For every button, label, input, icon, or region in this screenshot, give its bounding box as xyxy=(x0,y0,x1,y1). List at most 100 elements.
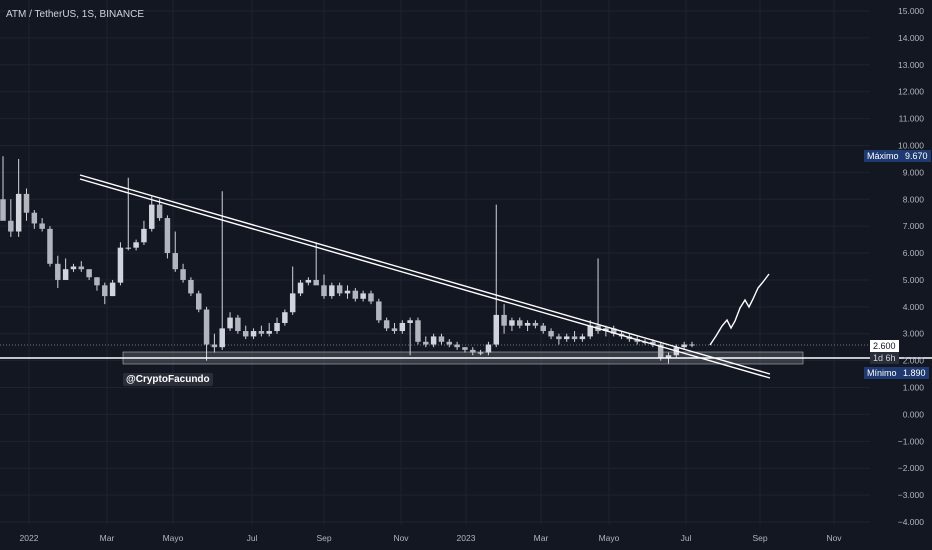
projection-path[interactable] xyxy=(709,273,770,346)
candle-body xyxy=(423,341,429,345)
candle-body xyxy=(70,266,77,270)
candle xyxy=(493,204,500,348)
candle xyxy=(423,336,429,348)
candle xyxy=(329,282,335,299)
candle-body xyxy=(15,193,22,232)
candle xyxy=(368,290,374,305)
candle xyxy=(86,269,92,280)
candle xyxy=(689,341,695,348)
candle xyxy=(211,333,218,353)
candle-body xyxy=(603,328,609,332)
price-tick-label: 5.000 xyxy=(903,275,925,285)
candle xyxy=(188,277,194,297)
candle xyxy=(391,322,398,334)
candle xyxy=(195,290,202,313)
time-tick-label: 2022 xyxy=(20,533,39,543)
candle xyxy=(117,242,124,286)
candle-body xyxy=(470,349,476,353)
candle-body xyxy=(689,344,695,346)
candle xyxy=(258,325,265,337)
time-scale[interactable]: 2022 Mar Mayo Jul Sep Nov 2023 Mar Mayo Jul Sep Nov xyxy=(20,533,843,543)
candle xyxy=(383,317,390,332)
last-price-badge: 2.600 xyxy=(870,340,899,352)
price-tick-label: 4.000 xyxy=(903,302,925,312)
candle-body xyxy=(39,223,45,229)
price-tick-label: 7.000 xyxy=(903,221,925,231)
candle-body xyxy=(657,344,664,358)
min-value: 1.890 xyxy=(903,368,926,378)
price-scale[interactable]: 15.000 14.000 13.000 12.000 11.000 10.000 9.00… xyxy=(898,6,925,527)
price-tick-label: 10.000 xyxy=(898,140,924,150)
candle-body xyxy=(556,336,562,340)
time-tick-label: Mayo xyxy=(163,533,184,543)
candle-body xyxy=(352,290,359,299)
candle-body xyxy=(109,282,116,297)
time-tick-label: Nov xyxy=(826,533,842,543)
candle-body xyxy=(258,331,265,334)
candle xyxy=(282,309,288,326)
candle xyxy=(313,242,319,286)
candle xyxy=(78,261,85,272)
author-watermark: @CryptoFacundo xyxy=(123,373,213,386)
candle-body xyxy=(195,293,202,310)
candle xyxy=(399,320,406,334)
candle-body xyxy=(156,204,163,219)
downtrend-line-upper[interactable] xyxy=(79,174,771,375)
candle-body xyxy=(133,242,139,248)
time-tick-label: Mar xyxy=(534,533,549,543)
candle xyxy=(548,328,554,340)
candle-body xyxy=(517,320,523,326)
candle xyxy=(376,298,382,323)
candle-body xyxy=(563,336,570,340)
candle-body xyxy=(446,341,453,345)
candle-body xyxy=(321,285,327,297)
candle xyxy=(149,196,155,232)
candle xyxy=(180,263,186,283)
candle-body xyxy=(336,285,343,294)
candle-body xyxy=(23,193,30,213)
candle xyxy=(556,333,562,345)
candle xyxy=(219,191,225,350)
candle-body xyxy=(579,336,586,340)
candle xyxy=(360,290,366,302)
candle-body xyxy=(227,317,233,329)
candle xyxy=(430,333,437,348)
candle xyxy=(438,333,445,345)
price-tick-label: 15.000 xyxy=(898,6,924,16)
candle-body xyxy=(501,314,507,326)
candle xyxy=(125,177,132,251)
price-tick-label: 14.000 xyxy=(898,33,924,43)
candle xyxy=(634,336,640,345)
candle-body xyxy=(438,336,445,342)
candle xyxy=(509,317,515,332)
candle-body xyxy=(282,312,288,323)
price-tick-label: −2.000 xyxy=(898,463,925,473)
candle xyxy=(305,277,312,286)
candle-body xyxy=(94,277,100,286)
time-tick-label: 2023 xyxy=(457,533,476,543)
max-badge: Máximo 9.670 xyxy=(864,150,931,162)
candle-body xyxy=(188,279,194,294)
candle xyxy=(477,349,484,356)
candle xyxy=(70,263,77,272)
candle xyxy=(470,347,476,356)
candle-body xyxy=(524,322,531,326)
candle xyxy=(446,339,453,348)
price-tick-label: 1.000 xyxy=(903,383,925,393)
candle-body xyxy=(211,344,218,348)
candle-body xyxy=(391,328,398,332)
time-tick-label: Sep xyxy=(752,533,767,543)
candle-body xyxy=(430,336,437,345)
price-tick-label: 8.000 xyxy=(903,194,925,204)
grid xyxy=(0,0,870,525)
candle-body xyxy=(141,228,147,243)
candle xyxy=(156,199,163,221)
candle xyxy=(571,331,578,342)
price-tick-label: 2.000 xyxy=(903,356,925,366)
candle xyxy=(540,322,546,334)
candle-body xyxy=(415,320,421,342)
candle-body xyxy=(117,247,124,283)
price-tick-label: 9.000 xyxy=(903,167,925,177)
candle xyxy=(23,188,30,221)
